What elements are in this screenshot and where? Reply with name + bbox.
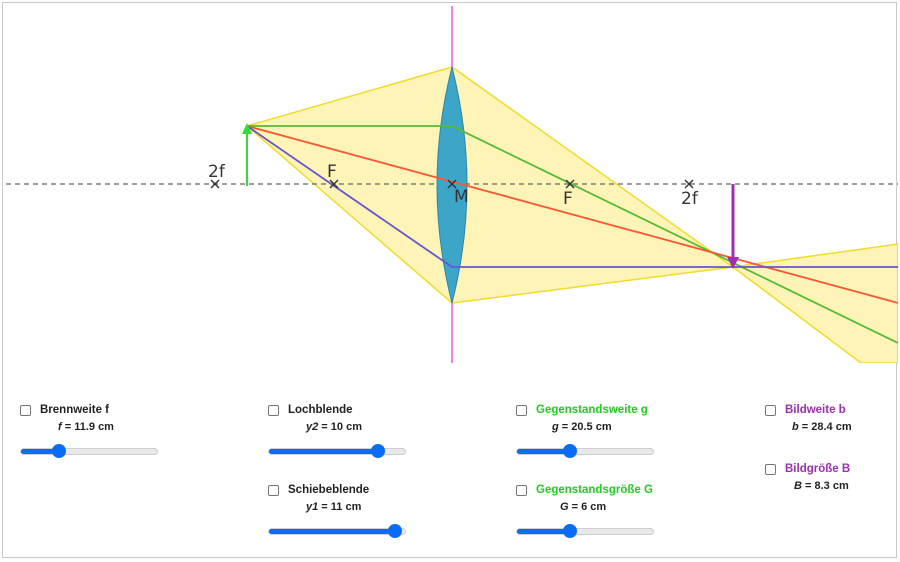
schiebeblende-slider[interactable] xyxy=(268,524,406,538)
brennweite-control: Brennweite f xyxy=(20,402,109,418)
lochblende-value: y2 = 10 cm xyxy=(306,421,362,433)
gegenstandsgroesse-slider[interactable] xyxy=(516,524,654,538)
schiebeblende-checkbox[interactable] xyxy=(268,484,279,496)
gegenstandsweite-slider[interactable] xyxy=(516,444,654,458)
marker-f-right xyxy=(565,179,575,189)
slider-thumb[interactable] xyxy=(563,524,577,538)
bildgroesse-label: Bildgröße B xyxy=(785,463,851,475)
bildweite-checkbox[interactable] xyxy=(765,404,776,416)
label-f-left: F xyxy=(327,162,337,182)
bildgroesse-value: B = 8.3 cm xyxy=(794,480,849,492)
marker-m xyxy=(447,179,457,189)
bildgroesse-checkbox[interactable] xyxy=(765,463,776,475)
gegenstandsweite-checkbox[interactable] xyxy=(516,404,527,416)
brennweite-label: Brennweite f xyxy=(40,404,110,416)
bildweite-control: Bildweite b xyxy=(765,402,846,418)
slider-thumb[interactable] xyxy=(563,444,577,458)
brennweite-slider[interactable] xyxy=(20,444,158,458)
lochblende-checkbox[interactable] xyxy=(268,404,279,416)
image-arrow-head xyxy=(727,257,739,269)
label-2f-right: 2f xyxy=(681,189,699,209)
brennweite-value: f = 11.9 cm xyxy=(58,421,114,433)
ray-focal xyxy=(246,125,898,268)
lochblende-label: Lochblende xyxy=(288,404,353,416)
marker-2f-left xyxy=(210,179,220,189)
lochblende-control: Lochblende xyxy=(268,402,353,418)
bildgroesse-control: Bildgröße B xyxy=(765,461,850,477)
gegenstandsgroesse-label: Gegenstandsgröße G xyxy=(536,484,653,496)
slider-thumb[interactable] xyxy=(52,444,66,458)
slider-thumb[interactable] xyxy=(388,524,402,538)
object-arrow-head xyxy=(242,123,252,134)
slider-thumb[interactable] xyxy=(371,444,385,458)
gegenstandsgroesse-control: Gegenstandsgröße G xyxy=(516,482,653,498)
label-m: M xyxy=(454,187,469,207)
marker-2f-right xyxy=(684,179,694,189)
schiebeblende-value: y1 = 11 cm xyxy=(306,501,362,513)
bildweite-label: Bildweite b xyxy=(785,404,846,416)
gegenstandsgroesse-value: G = 6 cm xyxy=(560,501,607,513)
gegenstandsweite-label: Gegenstandsweite g xyxy=(536,404,648,416)
label-2f-left: 2f xyxy=(208,162,226,182)
label-f-right: F xyxy=(563,189,573,209)
schiebeblende-control: Schiebeblende xyxy=(268,482,369,498)
optics-canvas[interactable]: 2f F M F 2f xyxy=(6,6,898,363)
brennweite-checkbox[interactable] xyxy=(20,404,31,416)
lochblende-slider[interactable] xyxy=(268,444,406,458)
bildweite-value: b = 28.4 cm xyxy=(792,421,852,433)
marker-f-left xyxy=(329,179,339,189)
gegenstandsweite-control: Gegenstandsweite g xyxy=(516,402,648,418)
ray-center xyxy=(246,125,898,304)
schiebeblende-label: Schiebeblende xyxy=(288,484,370,496)
ray-parallel xyxy=(247,125,898,344)
gegenstandsgroesse-checkbox[interactable] xyxy=(516,484,527,496)
gegenstandsweite-value: g = 20.5 cm xyxy=(552,421,612,433)
light-cone-object-side xyxy=(245,66,453,305)
